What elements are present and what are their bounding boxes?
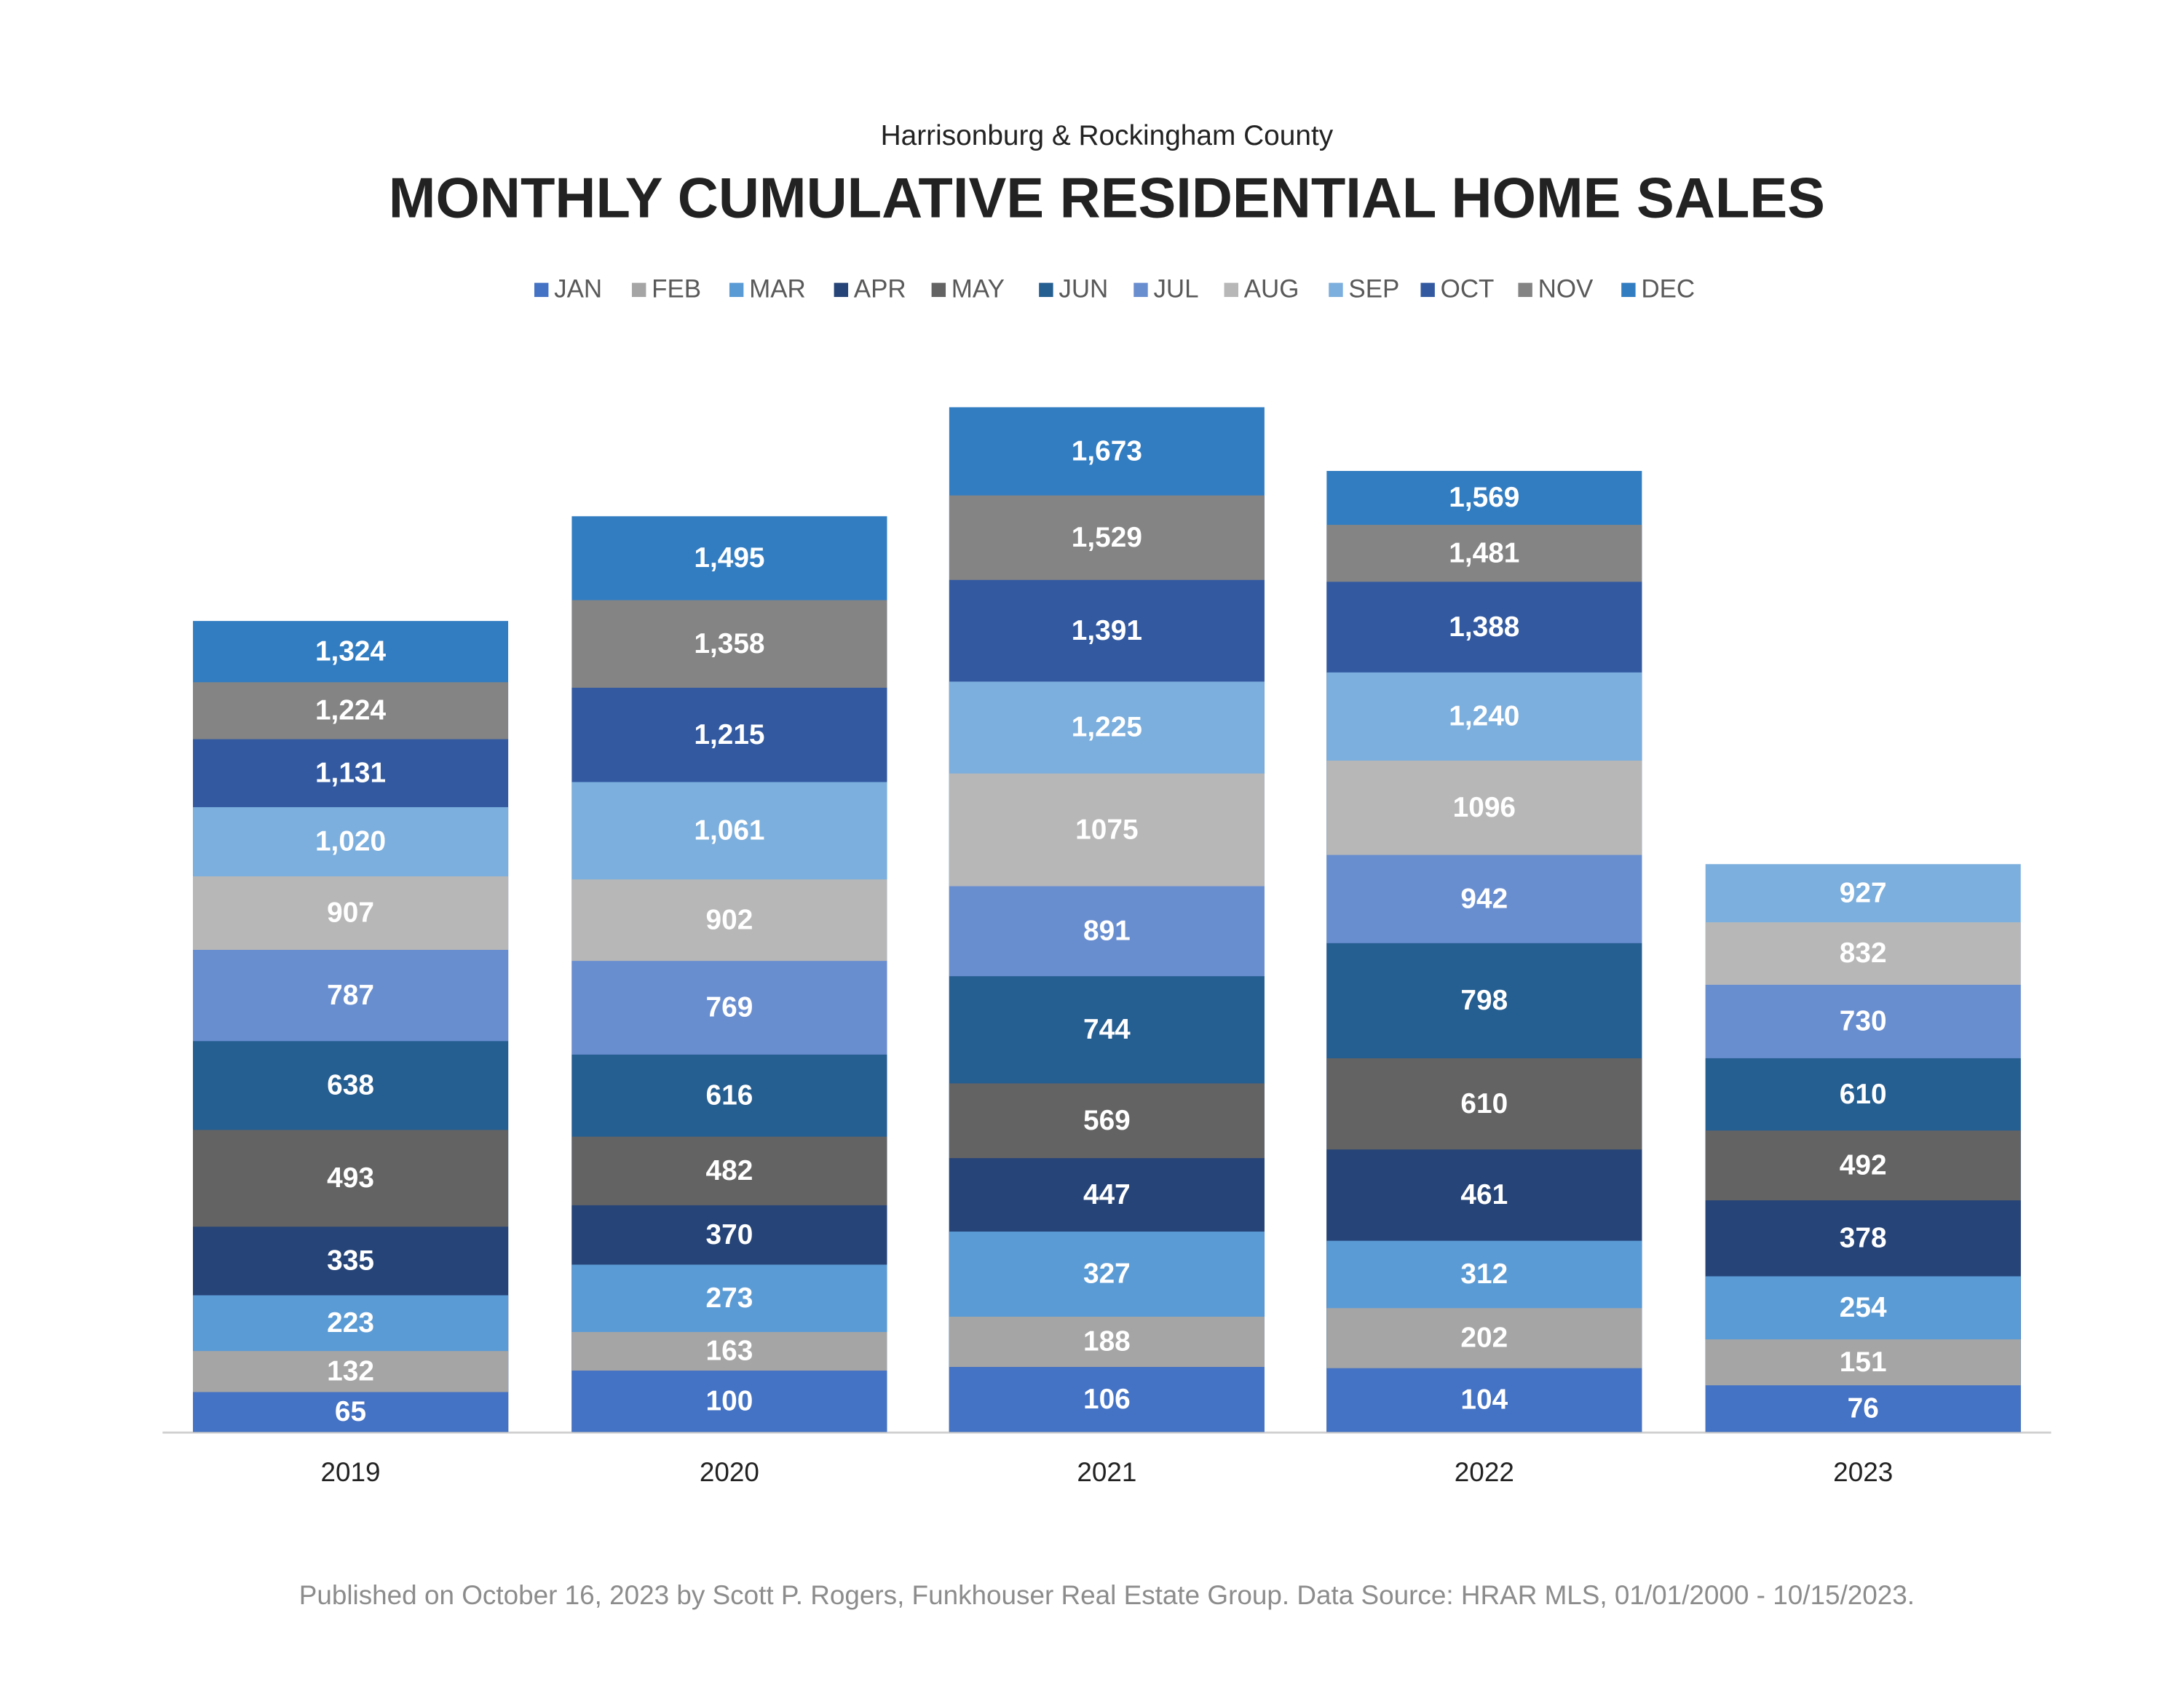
data-label: 335 (327, 1245, 374, 1277)
data-label: 1,388 (1449, 611, 1519, 643)
data-label: 610 (1460, 1088, 1508, 1119)
x-tick-label: 2020 (700, 1457, 759, 1487)
legend-label: DEC (1641, 274, 1695, 303)
data-label: 106 (1083, 1384, 1131, 1415)
legend-swatch (1518, 282, 1532, 297)
data-label: 1,391 (1072, 615, 1142, 646)
data-label: 370 (706, 1219, 753, 1250)
data-label: 493 (327, 1162, 374, 1194)
data-label: 492 (1840, 1149, 1887, 1181)
data-label: 1,240 (1449, 701, 1519, 732)
x-tick-label: 2021 (1077, 1457, 1136, 1487)
legend-swatch (931, 282, 946, 297)
data-label: 891 (1083, 916, 1131, 947)
data-label: 798 (1460, 985, 1508, 1016)
data-label: 927 (1840, 877, 1887, 908)
data-label: 1,020 (315, 826, 386, 857)
bar-segment (193, 1392, 509, 1432)
data-label: 254 (1840, 1292, 1887, 1323)
bar-segment (1326, 1368, 1642, 1432)
legend-swatch (1224, 282, 1238, 297)
footnote: Published on October 16, 2023 by Scott P… (299, 1580, 1915, 1610)
data-label: 482 (706, 1155, 753, 1186)
data-label: 378 (1840, 1223, 1887, 1254)
x-tick-label: 2019 (321, 1457, 381, 1487)
data-label: 1,324 (315, 635, 387, 667)
data-label: 832 (1840, 937, 1887, 969)
data-label: 163 (706, 1336, 753, 1367)
legend-label: NOV (1538, 274, 1594, 303)
data-label: 151 (1840, 1347, 1887, 1378)
legend-swatch (729, 282, 744, 297)
data-label: 1096 (1453, 792, 1516, 823)
data-label: 104 (1460, 1384, 1508, 1416)
x-tick-label: 2022 (1455, 1457, 1514, 1487)
data-label: 1,131 (315, 757, 386, 788)
legend-swatch (1329, 282, 1343, 297)
data-label: 76 (1848, 1392, 1879, 1424)
legend-label: OCT (1441, 274, 1495, 303)
legend-swatch (534, 282, 549, 297)
data-label: 610 (1840, 1079, 1887, 1110)
data-label: 769 (706, 992, 753, 1023)
data-label: 1,481 (1449, 537, 1519, 568)
data-label: 447 (1083, 1179, 1131, 1210)
legend-label: SEP (1348, 274, 1399, 303)
legend-swatch (1039, 282, 1053, 297)
data-label: 312 (1460, 1258, 1508, 1290)
data-label: 942 (1460, 883, 1508, 914)
legend-label: MAY (951, 274, 1005, 303)
data-label: 1,215 (694, 719, 764, 750)
data-label: 461 (1460, 1179, 1508, 1210)
data-label: 907 (327, 897, 374, 929)
data-label: 616 (706, 1079, 753, 1111)
data-label: 1,224 (315, 695, 387, 726)
legend-label: AUG (1244, 274, 1299, 303)
data-label: 327 (1083, 1258, 1131, 1290)
x-tick-label: 2023 (1833, 1457, 1893, 1487)
data-label: 1,061 (694, 815, 764, 847)
legend-label: MAR (749, 274, 806, 303)
data-label: 273 (706, 1282, 753, 1314)
data-label: 65 (335, 1396, 366, 1427)
bar-segment (949, 1367, 1265, 1432)
data-label: 1,569 (1449, 482, 1519, 513)
data-label: 1,529 (1072, 522, 1142, 553)
chart-subtitle: Harrisonburg & Rockingham County (881, 120, 1334, 151)
data-label: 223 (327, 1307, 374, 1339)
legend-label: JUL (1153, 274, 1198, 303)
legend-label: JAN (554, 274, 602, 303)
data-label: 1,358 (694, 628, 764, 659)
legend-swatch (1621, 282, 1636, 297)
data-label: 188 (1083, 1326, 1131, 1357)
data-label: 638 (327, 1070, 374, 1101)
legend-swatch (834, 282, 849, 297)
legend-label: APR (854, 274, 906, 303)
legend-swatch (631, 282, 646, 297)
data-label: 1,495 (694, 542, 764, 574)
data-label: 132 (327, 1356, 374, 1387)
legend-label: JUN (1059, 274, 1108, 303)
data-label: 202 (1460, 1323, 1508, 1354)
legend-label: FEB (652, 274, 701, 303)
data-label: 1,225 (1072, 712, 1142, 743)
data-label: 1,673 (1072, 435, 1142, 467)
legend-swatch (1420, 282, 1435, 297)
legend-swatch (1133, 282, 1148, 297)
data-label: 569 (1083, 1105, 1131, 1136)
data-label: 1075 (1075, 814, 1138, 845)
data-label: 744 (1083, 1014, 1131, 1045)
chart-title: MONTHLY CUMULATIVE RESIDENTIAL HOME SALE… (389, 167, 1825, 229)
bar-segment (571, 1371, 887, 1432)
data-label: 902 (706, 904, 753, 935)
data-label: 787 (327, 980, 374, 1011)
bar-segment (1705, 1385, 2021, 1432)
data-label: 730 (1840, 1006, 1887, 1037)
data-label: 100 (706, 1385, 753, 1416)
